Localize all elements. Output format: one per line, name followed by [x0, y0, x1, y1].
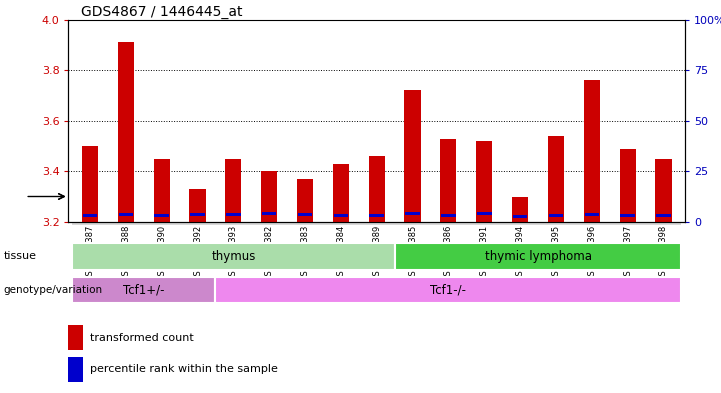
Bar: [180, 222, 216, 225]
Bar: [118, 213, 133, 216]
Bar: [619, 149, 636, 222]
Bar: [477, 212, 492, 215]
Text: Tcf1-/-: Tcf1-/-: [430, 283, 466, 296]
Bar: [574, 222, 610, 225]
Bar: [645, 222, 681, 225]
Bar: [287, 222, 323, 225]
Bar: [68, 325, 83, 350]
Bar: [610, 222, 645, 225]
Bar: [261, 171, 278, 222]
Bar: [512, 197, 528, 222]
Bar: [323, 222, 359, 225]
Text: GDS4867 / 1446445_at: GDS4867 / 1446445_at: [81, 5, 242, 18]
Bar: [154, 159, 169, 222]
Bar: [108, 222, 143, 225]
Text: genotype/variation: genotype/variation: [4, 285, 102, 295]
Bar: [476, 141, 492, 222]
Bar: [83, 214, 97, 217]
Bar: [394, 243, 681, 270]
Bar: [585, 213, 599, 216]
Bar: [656, 214, 671, 217]
Bar: [143, 222, 180, 225]
Bar: [297, 179, 313, 222]
Bar: [369, 214, 384, 217]
Bar: [394, 222, 430, 225]
Bar: [68, 357, 83, 382]
Text: thymic lymphoma: thymic lymphoma: [485, 250, 591, 263]
Bar: [502, 222, 538, 225]
Bar: [441, 139, 456, 222]
Bar: [72, 243, 394, 270]
Bar: [404, 90, 420, 222]
Bar: [72, 277, 216, 303]
Bar: [334, 214, 348, 217]
Text: tissue: tissue: [4, 251, 37, 261]
Bar: [513, 215, 527, 218]
Text: percentile rank within the sample: percentile rank within the sample: [90, 364, 278, 374]
Bar: [466, 222, 502, 225]
Bar: [190, 213, 205, 216]
Bar: [252, 222, 287, 225]
Text: thymus: thymus: [211, 250, 255, 263]
Text: Tcf1+/-: Tcf1+/-: [123, 283, 164, 296]
Bar: [190, 189, 205, 222]
Bar: [368, 156, 385, 222]
Text: transformed count: transformed count: [90, 333, 194, 343]
Bar: [359, 222, 394, 225]
Bar: [333, 164, 349, 222]
Bar: [262, 212, 276, 215]
Bar: [118, 42, 134, 222]
Bar: [216, 222, 252, 225]
Bar: [226, 213, 241, 216]
Bar: [549, 214, 563, 217]
Bar: [405, 212, 420, 215]
Bar: [216, 277, 681, 303]
Bar: [620, 214, 635, 217]
Bar: [655, 159, 671, 222]
Bar: [225, 159, 242, 222]
Bar: [72, 222, 108, 225]
Bar: [430, 222, 466, 225]
Bar: [584, 81, 600, 222]
Bar: [154, 214, 169, 217]
Bar: [548, 136, 564, 222]
Bar: [82, 146, 98, 222]
Bar: [538, 222, 574, 225]
Bar: [441, 214, 456, 217]
Bar: [298, 213, 312, 216]
